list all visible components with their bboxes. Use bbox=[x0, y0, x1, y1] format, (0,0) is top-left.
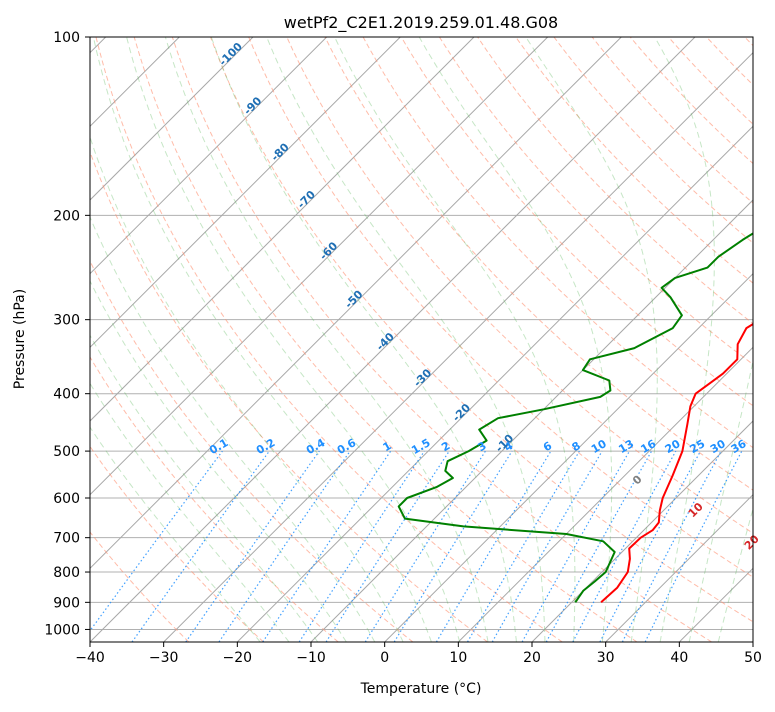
y-tick-label: 100 bbox=[53, 30, 80, 46]
y-tick-label: 200 bbox=[53, 208, 80, 224]
y-tick-label: 900 bbox=[53, 595, 80, 611]
x-tick-label: 10 bbox=[449, 650, 467, 666]
x-tick-label: 20 bbox=[523, 650, 541, 666]
x-tick-label: 50 bbox=[744, 650, 762, 666]
x-tick-label: 0 bbox=[380, 650, 389, 666]
y-tick-label: 300 bbox=[53, 313, 80, 329]
y-tick-label: 1000 bbox=[44, 622, 80, 638]
x-tick-label: 40 bbox=[670, 650, 688, 666]
y-tick-label: 600 bbox=[53, 491, 80, 507]
x-tick-label: −30 bbox=[149, 650, 179, 666]
x-tick-label: −10 bbox=[296, 650, 326, 666]
y-tick-label: 700 bbox=[53, 531, 80, 547]
x-tick-label: −40 bbox=[75, 650, 105, 666]
x-tick-label: −20 bbox=[223, 650, 253, 666]
chart-title: wetPf2_C2E1.2019.259.01.48.G08 bbox=[284, 13, 558, 33]
y-tick-label: 800 bbox=[53, 565, 80, 581]
x-axis-label: Temperature (°C) bbox=[360, 681, 482, 697]
y-axis-label: Pressure (hPa) bbox=[12, 289, 28, 389]
y-tick-label: 500 bbox=[53, 444, 80, 460]
x-tick-label: 30 bbox=[597, 650, 615, 666]
y-tick-label: 400 bbox=[53, 387, 80, 403]
